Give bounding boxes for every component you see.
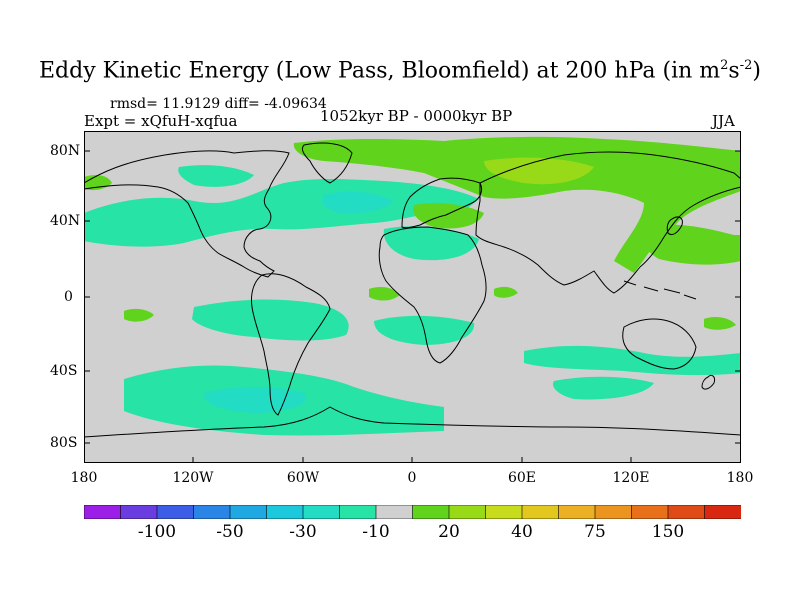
tropical-atlantic xyxy=(383,226,479,261)
s-indian-east xyxy=(552,376,654,400)
lon-tick-60w: 60W xyxy=(286,470,320,486)
lon-tick-120e: 120E xyxy=(612,470,650,486)
lon-tick-120w: 120W xyxy=(172,470,214,486)
lat-tick-40s: 40S xyxy=(50,363,78,379)
lon-tick-180w: 180 xyxy=(70,470,98,486)
new-zealand-outline xyxy=(701,374,715,390)
continent-outlines xyxy=(84,142,741,438)
asia-outline xyxy=(475,151,741,294)
colorbar-label: -30 xyxy=(289,522,317,542)
colorbar-swatch xyxy=(266,505,304,519)
colorbar-swatch xyxy=(120,505,158,519)
tropical-pac-blob xyxy=(124,308,154,322)
colorbar-label: 150 xyxy=(651,522,685,542)
tropical-atl-blob xyxy=(369,287,400,301)
n-atlantic-core xyxy=(322,191,394,214)
mediterranean xyxy=(413,203,484,229)
west-pacific-blob xyxy=(704,317,736,330)
colorbar-swatch xyxy=(302,505,341,519)
colorbar-swatch xyxy=(156,505,195,519)
rmsd-diff-stats: rmsd= 11.9129 diff= -4.09634 xyxy=(110,96,327,112)
colorbar-swatch xyxy=(521,505,560,519)
antarctica-outline xyxy=(84,406,741,438)
colorbar-swatch xyxy=(704,505,741,519)
lat-tick-0: 0 xyxy=(64,289,73,305)
colorbar-swatch xyxy=(229,505,268,519)
colorbar-swatch xyxy=(412,505,450,519)
colorbar-label: 40 xyxy=(511,522,533,542)
experiment-label: Expt = xQfuH-xqfua xyxy=(84,112,238,130)
lat-tick-80s: 80S xyxy=(50,435,78,451)
colorbar-swatch xyxy=(667,505,706,519)
colorbar-swatch xyxy=(375,505,414,519)
colorbar-swatch xyxy=(485,505,523,519)
east-asia-jet xyxy=(641,224,741,265)
n-pacific-east xyxy=(178,165,254,187)
north-america-outline xyxy=(84,150,290,278)
lon-tick-180e: 180 xyxy=(726,470,754,486)
colorbar-swatch xyxy=(558,505,596,519)
africa-outline xyxy=(378,226,487,364)
colorbar-label: 75 xyxy=(584,522,606,542)
lat-tick-80n: 80N xyxy=(50,143,81,159)
colorbar-swatch xyxy=(594,505,633,519)
southern-ocean-core xyxy=(203,387,306,413)
colorbar xyxy=(84,505,741,519)
lat-tick-40n: 40N xyxy=(50,213,81,229)
lon-tick-0: 0 xyxy=(407,470,417,486)
colorbar-swatch xyxy=(631,505,669,519)
colorbar-swatch xyxy=(339,505,377,519)
greenland-outline xyxy=(301,142,353,184)
indonesia-outline xyxy=(623,280,697,300)
colorbar-swatch xyxy=(84,505,122,519)
south-america-outline xyxy=(251,273,331,416)
s-indian-band xyxy=(524,345,741,376)
tropical-indian-blob xyxy=(494,286,518,298)
s-pacific-band xyxy=(192,299,349,341)
season-label: JJA xyxy=(712,112,735,130)
lon-tick-60e: 60E xyxy=(507,470,537,486)
colorbar-swatch xyxy=(193,505,231,519)
period-label: 1052kyr BP - 0000kyr BP xyxy=(320,107,513,125)
colorbar-label: -100 xyxy=(137,522,177,542)
arctic-band xyxy=(293,136,741,273)
colorbar-label: -50 xyxy=(216,522,244,542)
colorbar-swatch xyxy=(448,505,487,519)
tick-marks xyxy=(84,150,741,463)
australia-outline xyxy=(622,318,697,370)
eke-anomaly-map xyxy=(84,131,741,463)
japan-outline xyxy=(666,216,683,236)
plot-title: Eddy Kinetic Energy (Low Pass, Bloomfiel… xyxy=(39,58,761,84)
colorbar-label: 20 xyxy=(438,522,460,542)
siberia-core xyxy=(484,157,594,185)
colorbar-label: -10 xyxy=(362,522,390,542)
